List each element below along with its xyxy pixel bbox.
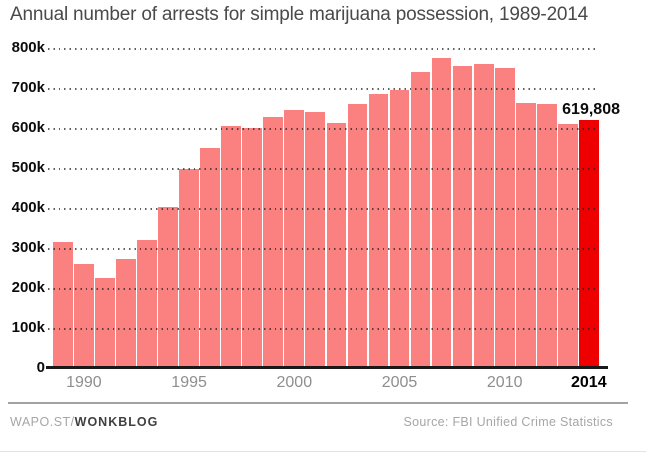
bar-1989 xyxy=(53,241,73,368)
bar-2011 xyxy=(515,102,536,368)
bar-2007 xyxy=(431,57,452,368)
x-tick-1995: 1995 xyxy=(171,374,207,391)
footer-brand: WAPO.ST/WONKBLOG xyxy=(10,415,158,429)
bar-2013 xyxy=(557,124,578,368)
x-tick-2010: 2010 xyxy=(486,374,523,391)
bar-2009 xyxy=(473,64,494,368)
y-tick-300k: 300k xyxy=(11,239,45,256)
bar-2002 xyxy=(326,122,347,368)
y-tick-100k: 100k xyxy=(11,319,45,336)
footer-brand-prefix: WAPO.ST/ xyxy=(10,415,75,429)
bar-1995 xyxy=(179,168,199,368)
bar-2001 xyxy=(305,112,326,368)
bar-1993 xyxy=(137,240,157,368)
bar-2004 xyxy=(368,94,389,368)
bar-2006 xyxy=(410,72,431,368)
x-axis-line xyxy=(46,366,608,369)
y-tick-400k: 400k xyxy=(11,199,45,216)
bar-2010 xyxy=(494,68,515,368)
bar-1999 xyxy=(263,116,284,368)
value-label-2014: 619,808 xyxy=(562,101,620,118)
bar-1998 xyxy=(242,128,263,368)
y-tick-700k: 700k xyxy=(11,79,45,96)
y-tick-600k: 600k xyxy=(11,119,45,136)
footer-brand-bold: WONKBLOG xyxy=(74,415,159,429)
bar-1990 xyxy=(74,264,94,368)
bar-1991 xyxy=(95,277,115,368)
x-tick-1990: 1990 xyxy=(66,374,102,391)
bar-2014 xyxy=(578,120,599,368)
y-tick-0: 0 xyxy=(36,359,45,376)
footer-source: Source: FBI Unified Crime Statistics xyxy=(403,415,613,429)
footer-separator xyxy=(8,402,628,404)
y-tick-200k: 200k xyxy=(11,279,45,296)
plot-area xyxy=(53,48,600,368)
x-tick-2005: 2005 xyxy=(381,374,418,391)
chart-title: Annual number of arrests for simple mari… xyxy=(10,4,589,25)
x-tick-2000: 2000 xyxy=(276,374,313,391)
bar-1992 xyxy=(116,258,136,368)
bar-1994 xyxy=(158,207,178,368)
bar-1997 xyxy=(221,125,242,368)
x-tick-2014: 2014 xyxy=(571,374,607,391)
bar-2008 xyxy=(452,66,473,368)
y-tick-500k: 500k xyxy=(11,159,45,176)
bar-2003 xyxy=(347,103,368,368)
bar-1996 xyxy=(200,148,220,368)
bar-2000 xyxy=(284,109,305,368)
bar-2005 xyxy=(389,89,410,368)
y-tick-800k: 800k xyxy=(11,39,45,56)
bar-2012 xyxy=(536,104,557,368)
